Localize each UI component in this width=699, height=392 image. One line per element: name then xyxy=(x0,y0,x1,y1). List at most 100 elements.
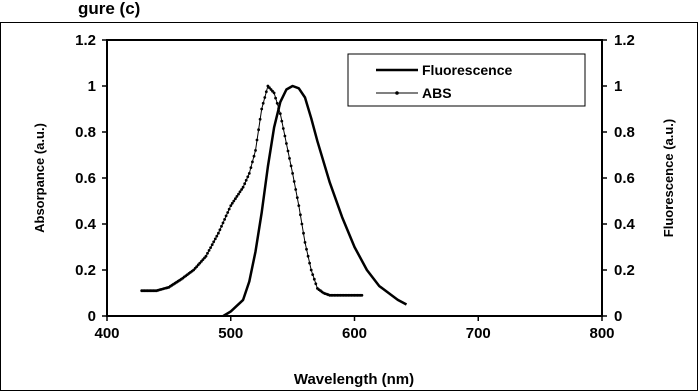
legend-box xyxy=(347,53,586,107)
data-point-abs xyxy=(280,119,284,123)
data-point-abs xyxy=(274,96,277,100)
data-point-abs xyxy=(292,180,296,183)
data-point-abs xyxy=(260,107,264,111)
data-point-abs xyxy=(241,185,245,189)
data-point-abs xyxy=(268,86,271,90)
data-point-abs xyxy=(294,188,298,191)
data-point-abs xyxy=(308,261,311,265)
data-point-abs xyxy=(360,293,364,297)
data-point-abs xyxy=(261,101,265,105)
y2-tick-label-0.4: 0.4 xyxy=(614,216,636,233)
y2-tick-label-0.8: 0.8 xyxy=(614,124,635,141)
data-point-abs xyxy=(237,192,240,196)
data-point-abs xyxy=(281,127,285,130)
data-point-abs xyxy=(272,91,276,95)
y-tick-label-1: 1 xyxy=(88,78,96,95)
legend-label-abs: ABS xyxy=(422,85,452,101)
y-tick-label-0.6: 0.6 xyxy=(75,170,96,187)
data-point-abs xyxy=(285,142,288,145)
x-tick-label-600: 600 xyxy=(342,325,367,342)
data-point-abs xyxy=(289,164,293,168)
x-axis-label: Wavelength (nm) xyxy=(294,371,414,388)
y-tick-label-1.2: 1.2 xyxy=(75,32,96,49)
data-point-abs xyxy=(295,196,299,200)
y2-tick-label-0.6: 0.6 xyxy=(614,170,635,187)
data-point-abs xyxy=(291,172,294,175)
data-point-abs xyxy=(210,243,214,247)
y-tick-label-0.4: 0.4 xyxy=(75,216,97,233)
data-point-abs xyxy=(234,197,237,201)
data-point-abs xyxy=(244,178,248,182)
y-tick-label-0.2: 0.2 xyxy=(75,262,96,279)
data-point-abs xyxy=(263,96,267,99)
data-point-abs xyxy=(278,112,282,115)
x-tick-label-800: 800 xyxy=(589,325,614,342)
legend: Fluorescence ABS xyxy=(347,53,586,107)
data-point-abs xyxy=(224,214,228,218)
data-point-abs xyxy=(288,157,291,160)
data-point-abs xyxy=(314,282,318,286)
data-point-abs xyxy=(223,218,227,221)
data-point-abs xyxy=(254,149,257,152)
data-point-abs xyxy=(218,228,222,232)
data-point-abs xyxy=(215,234,219,238)
data-point-abs xyxy=(257,128,260,132)
y2-tick-label-1: 1 xyxy=(614,78,622,95)
data-point-abs xyxy=(306,254,310,258)
data-point-abs xyxy=(251,160,254,164)
data-point-abs xyxy=(258,117,262,121)
y2-tick-label-1.2: 1.2 xyxy=(614,32,635,49)
data-point-abs xyxy=(247,172,251,175)
data-point-abs xyxy=(255,138,259,142)
data-point-abs xyxy=(227,207,231,211)
data-point-abs xyxy=(235,195,239,198)
data-point-abs xyxy=(300,222,304,226)
data-point-abs xyxy=(286,149,290,153)
data-point-abs xyxy=(299,213,302,217)
data-point-abs xyxy=(297,204,301,208)
data-point-abs xyxy=(206,251,209,255)
data-point-abs xyxy=(277,107,281,110)
data-point-abs xyxy=(230,201,234,205)
data-point-abs xyxy=(238,190,242,194)
legend-label-fluorescence: Fluorescence xyxy=(422,62,512,78)
header-fragment: gure (c) xyxy=(78,0,140,18)
legend-marker-abs xyxy=(395,91,399,95)
series-layer xyxy=(140,84,408,318)
data-point-abs xyxy=(195,265,199,268)
data-point-abs xyxy=(275,101,279,105)
data-point-abs xyxy=(207,249,211,252)
x-tick-label-700: 700 xyxy=(466,325,491,342)
data-point-abs xyxy=(246,175,250,179)
data-point-abs xyxy=(217,231,220,235)
data-point-abs xyxy=(213,237,217,241)
data-point-abs xyxy=(283,134,287,138)
y2-tick-label-0: 0 xyxy=(614,308,622,325)
x-tick-label-500: 500 xyxy=(218,325,243,342)
x-tick-label-400: 400 xyxy=(94,325,119,342)
data-point-abs xyxy=(221,221,225,225)
data-point-abs xyxy=(226,211,230,214)
y2-axis-label: Fluorescence (a.u.) xyxy=(661,119,676,237)
data-point-abs xyxy=(220,224,223,228)
data-point-abs xyxy=(232,199,236,203)
y-axis-label: Absorpance (a.u.) xyxy=(32,123,47,233)
data-point-abs xyxy=(252,154,256,158)
data-point-abs xyxy=(243,182,247,186)
data-point-abs xyxy=(204,254,208,258)
data-point-abs xyxy=(303,241,307,244)
y-tick-label-0.8: 0.8 xyxy=(75,124,96,141)
y2-tick-label-0.2: 0.2 xyxy=(614,262,635,279)
data-point-abs xyxy=(249,166,253,170)
data-point-abs xyxy=(305,247,308,251)
data-point-abs xyxy=(209,246,213,250)
data-point-abs xyxy=(229,204,233,208)
series-line-fluorescence xyxy=(222,84,408,318)
y-tick-label-0: 0 xyxy=(88,308,96,325)
data-point-abs xyxy=(302,231,305,235)
data-point-abs xyxy=(240,188,244,191)
data-point-abs xyxy=(212,240,216,244)
data-point-abs xyxy=(311,273,315,276)
